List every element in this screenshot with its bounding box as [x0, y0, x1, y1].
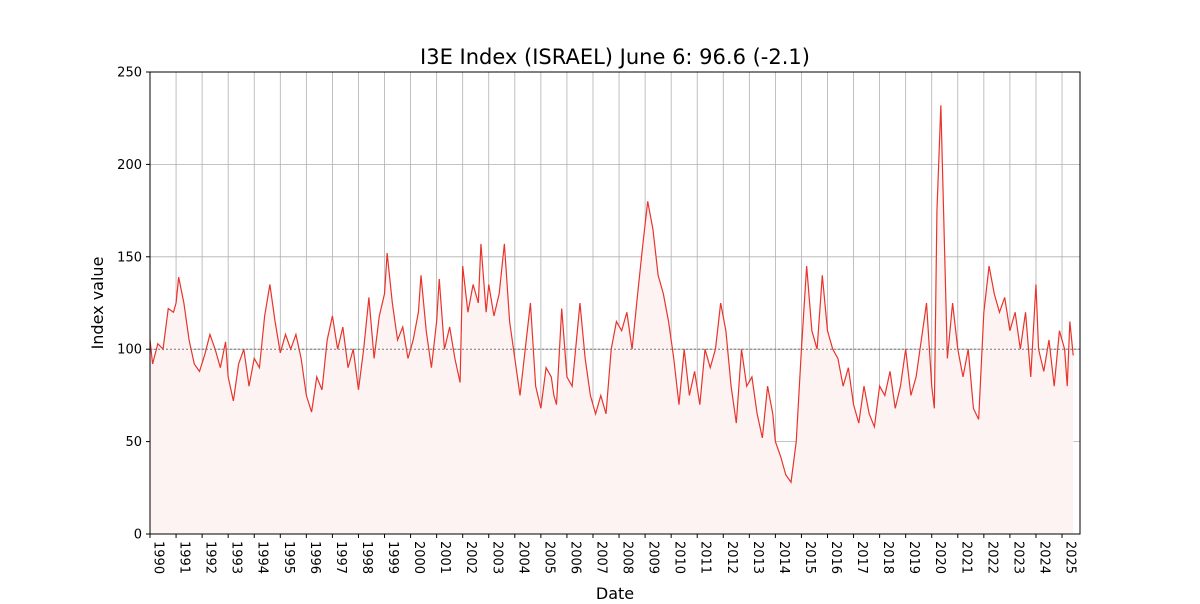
x-tick-label: 2025 — [1063, 541, 1078, 574]
x-tick-label: 2013 — [750, 541, 765, 574]
x-tick-label: 2020 — [932, 541, 947, 574]
x-tick-label: 2015 — [802, 541, 817, 574]
x-tick-label: 2005 — [541, 541, 556, 574]
x-tick-label: 2001 — [437, 541, 452, 574]
x-tick-label: 2017 — [854, 541, 869, 574]
x-tick-label: 1998 — [359, 541, 374, 574]
x-tick-label: 2014 — [776, 541, 791, 574]
x-tick-label: 2006 — [567, 541, 582, 574]
x-tick-label: 1995 — [281, 541, 296, 574]
x-tick-label: 2022 — [984, 541, 999, 574]
plot-frame — [149, 71, 1081, 535]
x-tick-label: 2009 — [646, 541, 661, 574]
x-tick-label: 2007 — [593, 541, 608, 574]
x-tick-label: 2008 — [620, 541, 635, 574]
y-tick-label: 50 — [125, 435, 142, 450]
x-tick-label: 1990 — [151, 541, 166, 574]
x-tick-label: 2010 — [672, 541, 687, 574]
x-tick-label: 2023 — [1010, 541, 1025, 574]
x-tick-label: 1999 — [385, 541, 400, 574]
y-tick-label: 100 — [117, 343, 142, 358]
x-tick-label: 2002 — [463, 541, 478, 574]
y-tick-label: 0 — [134, 528, 142, 543]
x-tick-label: 2018 — [880, 541, 895, 574]
x-tick-label: 2019 — [906, 541, 921, 574]
x-tick-label: 1997 — [333, 541, 348, 574]
x-tick-label: 2011 — [698, 541, 713, 574]
chart-title: I3E Index (ISRAEL) June 6: 96.6 (-2.1) — [420, 45, 810, 69]
x-tick-label: 1992 — [203, 541, 218, 574]
x-tick-label: 2024 — [1036, 541, 1051, 574]
area — [150, 105, 1074, 534]
y-axis-label: Index value — [88, 257, 107, 350]
x-tick-label: 2004 — [515, 541, 530, 574]
x-tick-label: 2016 — [828, 541, 843, 574]
x-tick-label: 2012 — [724, 541, 739, 574]
x-tick-label: 2000 — [411, 541, 426, 574]
x-tick-label: 1996 — [307, 541, 322, 574]
y-tick-label: 250 — [117, 66, 142, 81]
x-axis-label: Date — [596, 584, 634, 600]
x-tick-label: 1991 — [177, 541, 192, 574]
x-tick-label: 2021 — [958, 541, 973, 574]
x-tick-label: 2003 — [489, 541, 504, 574]
x-tick-label: 1994 — [255, 541, 270, 574]
x-tick-label: 1993 — [229, 541, 244, 574]
y-tick-label: 150 — [117, 250, 142, 265]
line — [149, 105, 1074, 484]
y-tick-label: 200 — [117, 158, 142, 173]
